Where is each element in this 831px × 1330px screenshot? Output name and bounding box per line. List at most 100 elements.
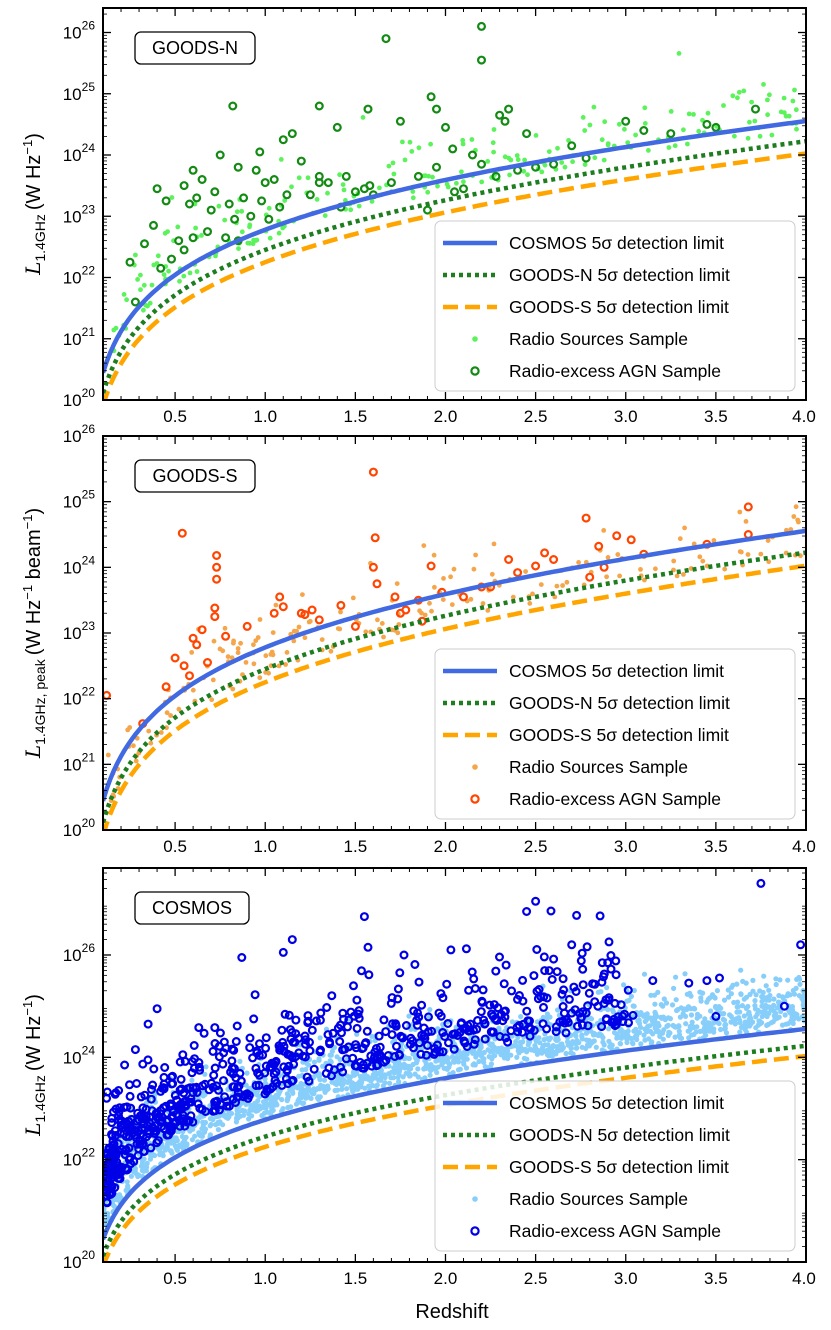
y-tick-exp: 22 [82, 264, 96, 278]
radio-source-point [215, 1127, 221, 1133]
agn-point [186, 1097, 196, 1107]
radio-source-point [738, 1024, 745, 1030]
radio-source-point [427, 1007, 433, 1013]
radio-source-point [322, 1089, 328, 1095]
radio-source-point [737, 1029, 743, 1035]
y-tick-exp: 23 [82, 202, 96, 216]
radio-source-point [269, 649, 275, 655]
radio-source-point [450, 1070, 456, 1076]
agn-point [134, 1125, 144, 1135]
radio-source-point [260, 1099, 267, 1105]
y-tick-base: 10 [63, 269, 82, 288]
radio-source-point [334, 1054, 340, 1060]
agn-point [229, 1045, 239, 1055]
agn-point [300, 610, 310, 620]
radio-source-point [301, 1090, 307, 1096]
agn-point [294, 1033, 304, 1043]
agn-point [125, 1091, 135, 1101]
agn-point [340, 1044, 350, 1054]
radio-source-point [490, 140, 496, 146]
radio-source-point [273, 602, 279, 608]
agn-point [192, 193, 202, 203]
radio-source-point [131, 743, 136, 749]
radio-source-point [570, 1051, 576, 1057]
radio-source-point [382, 1080, 388, 1086]
agn-point [419, 1023, 429, 1033]
radio-source-point [375, 617, 380, 623]
radio-source-point [417, 608, 422, 614]
radio-source-point [661, 996, 667, 1002]
agn-point [187, 1068, 197, 1078]
radio-source-point [199, 1126, 205, 1132]
radio-source-point [285, 1095, 291, 1101]
radio-source-point [234, 209, 240, 215]
radio-source-point [176, 706, 182, 712]
agn-point [350, 621, 360, 631]
agn-point [456, 1019, 466, 1029]
agn-point [268, 1059, 278, 1069]
radio-source-point [754, 1011, 760, 1017]
agn-point [245, 1043, 255, 1053]
radio-source-point [730, 982, 736, 988]
radio-source-point [767, 92, 772, 98]
radio-source-point [356, 203, 362, 209]
agn-point [277, 1025, 287, 1035]
radio-source-point [539, 1050, 545, 1056]
radio-source-point [747, 991, 753, 998]
radio-source-point [225, 654, 231, 659]
agn-point [282, 1066, 292, 1076]
radio-source-point [463, 1065, 470, 1071]
agn-point [307, 605, 317, 615]
agn-point [390, 1051, 400, 1061]
agn-point [230, 214, 240, 224]
radio-source-point [177, 278, 182, 284]
radio-source-point [564, 579, 570, 585]
radio-source-point [242, 1108, 248, 1114]
agn-point [218, 1059, 228, 1069]
agn-point [328, 1028, 338, 1038]
radio-source-point [279, 1097, 285, 1103]
agn-point [110, 1089, 120, 1099]
radio-source-point [300, 592, 305, 597]
radio-source-point [687, 990, 693, 997]
radio-source-point [547, 1014, 553, 1020]
radio-source-point [791, 991, 798, 997]
agn-point [261, 1033, 271, 1043]
legend-label: GOODS-S 5σ detection limit [509, 297, 729, 317]
radio-source-point [735, 95, 740, 101]
agn-point [449, 1044, 459, 1054]
agn-point [287, 129, 297, 139]
agn-point [219, 1076, 229, 1086]
radio-source-point [133, 252, 138, 258]
y-title-units-sup: −1 [20, 140, 35, 155]
radio-source-point [263, 653, 269, 659]
radio-source-point [282, 198, 288, 203]
radio-source-point [395, 630, 401, 636]
radio-source-point [392, 1069, 398, 1076]
agn-point [393, 984, 403, 994]
agn-point [113, 1111, 123, 1121]
x-tick-label: 3.5 [704, 407, 728, 426]
agn-point [590, 997, 600, 1007]
agn-point [311, 1016, 321, 1026]
radio-source-point [507, 172, 512, 178]
radio-source-point [390, 1075, 397, 1081]
agn-point [365, 181, 375, 191]
radio-source-point [763, 997, 770, 1003]
agn-point [386, 178, 396, 188]
radio-source-point [586, 1043, 593, 1049]
y-tick-label: 1024 [63, 553, 96, 577]
x-tick-label: 1.0 [253, 407, 277, 426]
radio-source-point [203, 1064, 209, 1070]
x-tick-label: 4.0 [792, 1269, 816, 1288]
y-title-sub: 1.4GHz, peak [32, 658, 48, 745]
agn-point [531, 561, 541, 571]
agn-point [424, 1012, 434, 1022]
radio-source-point [449, 1054, 456, 1060]
legend-label: COSMOS 5σ detection limit [509, 661, 724, 681]
radio-source-point [359, 1079, 365, 1085]
agn-point [438, 993, 448, 1003]
radio-source-point [781, 110, 787, 115]
radio-source-point [415, 1066, 421, 1072]
agn-point [210, 612, 220, 622]
